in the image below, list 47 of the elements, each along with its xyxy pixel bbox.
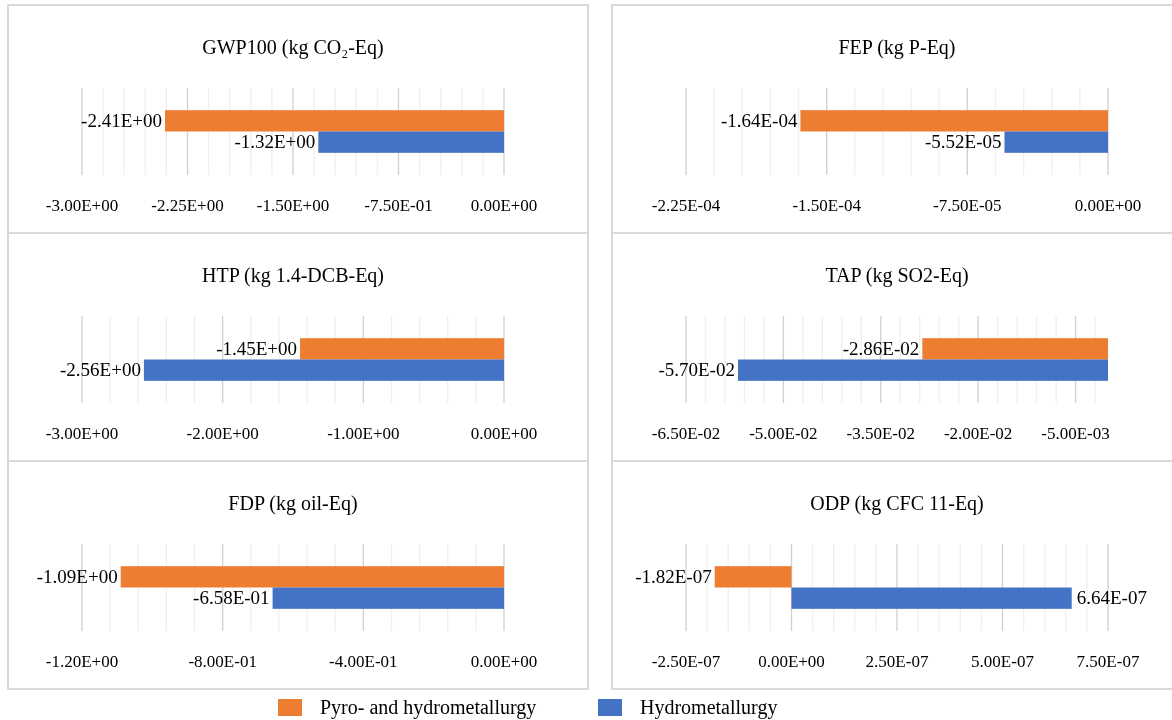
x-tick-label: 0.00E+00 <box>758 652 825 671</box>
x-tick-label: -5.00E-03 <box>1041 424 1110 443</box>
data-label: -5.52E-05 <box>924 131 1002 153</box>
x-tick-label: 5.00E-07 <box>971 652 1035 671</box>
x-tick-label: -5.00E-02 <box>749 424 818 443</box>
data-label: -1.82E-07 <box>635 565 712 587</box>
x-tick-label: -3.00E+00 <box>45 196 119 215</box>
x-tick-label: -7.50E-01 <box>364 196 433 215</box>
chart-title: GWP100 (kg CO₂-Eq) <box>202 36 384 59</box>
chart-title: FDP (kg oil-Eq) <box>228 492 358 515</box>
x-tick-label: -6.50E-02 <box>651 424 721 443</box>
data-label: 6.64E-07 <box>1076 587 1147 609</box>
x-tick-label: -1.00E+00 <box>327 424 400 443</box>
x-tick-label: -2.00E+00 <box>186 424 259 443</box>
chart-title: TAP (kg SO2-Eq) <box>825 264 969 287</box>
data-label: -6.58E-01 <box>193 587 270 609</box>
x-tick-label: -2.00E-02 <box>943 424 1013 443</box>
x-tick-label: -3.50E-02 <box>846 424 915 443</box>
x-tick-label: -2.25E+00 <box>151 196 224 215</box>
chart-title: HTP (kg 1.4-DCB-Eq) <box>201 264 385 287</box>
x-tick-label: 2.50E-07 <box>865 652 929 671</box>
legend-label: Hydrometallurgy <box>640 696 778 719</box>
data-label: -1.64E-04 <box>720 109 798 131</box>
legend-label: Pyro- and hydrometallurgy <box>320 696 537 719</box>
data-label: -2.41E+00 <box>81 109 162 131</box>
data-label: -1.32E+00 <box>234 131 316 153</box>
data-label: -1.09E+00 <box>36 565 118 587</box>
data-label: -2.56E+00 <box>59 359 141 381</box>
data-label: -1.45E+00 <box>216 337 298 359</box>
x-tick-label: -1.50E+00 <box>256 196 330 215</box>
x-tick-label: -2.25E-04 <box>651 196 721 215</box>
data-label: -5.70E-02 <box>658 359 735 381</box>
data-label: -2.86E-02 <box>842 337 920 359</box>
x-tick-label: -2.50E-07 <box>651 652 721 671</box>
x-tick-label: 7.50E-07 <box>1076 652 1140 671</box>
x-tick-label: -4.00E-01 <box>329 652 398 671</box>
x-tick-label: -1.50E-04 <box>792 196 862 215</box>
chart-title: FEP (kg P-Eq) <box>838 36 956 59</box>
x-tick-label: 0.00E+00 <box>470 424 538 443</box>
x-tick-label: -7.50E-05 <box>933 196 1002 215</box>
x-tick-label: -8.00E-01 <box>188 652 257 671</box>
chart-title: ODP (kg CFC 11-Eq) <box>810 492 984 515</box>
x-tick-label: -3.00E+00 <box>45 424 119 443</box>
x-tick-label: 0.00E+00 <box>470 196 538 215</box>
x-tick-label: 0.00E+00 <box>1074 196 1142 215</box>
x-tick-label: 0.00E+00 <box>470 652 538 671</box>
x-tick-label: -1.20E+00 <box>45 652 119 671</box>
